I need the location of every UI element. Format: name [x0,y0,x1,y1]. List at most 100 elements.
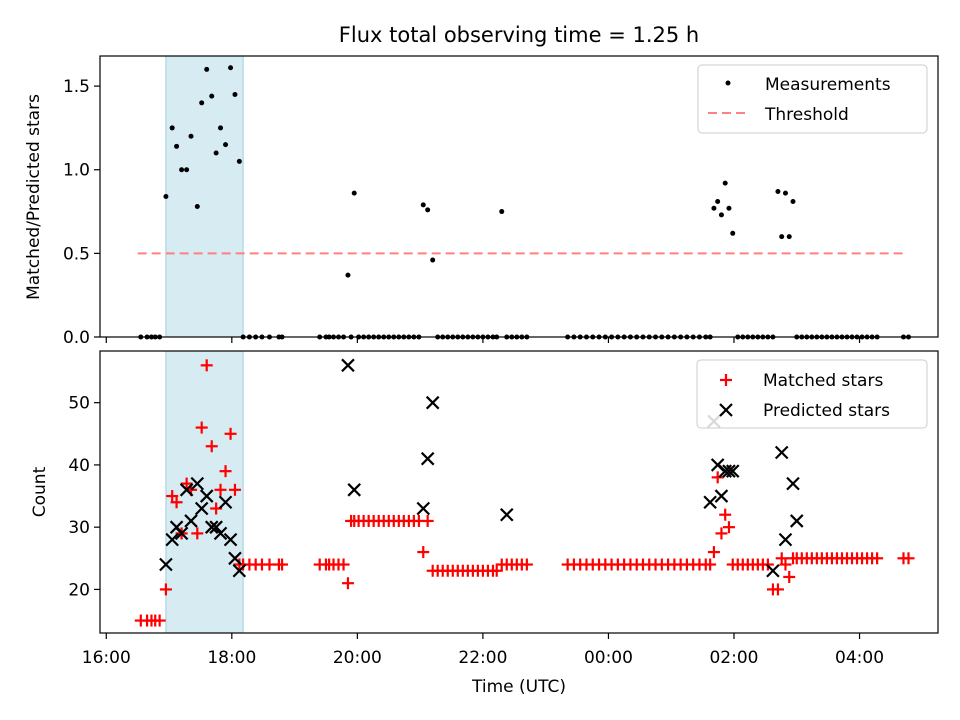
matched-star-point [719,508,732,521]
bottom-y-ticks: 20 30 40 50 [68,394,100,600]
matched-star-point [490,564,503,577]
bottom-legend: Matched stars Predicted stars [696,359,928,429]
measurement-point [715,199,721,205]
predicted-star-point [789,514,804,528]
measurement-point [209,93,215,99]
bottom-x-ticks: 16:00 18:00 20:00 22:00 00:00 02:00 04:00 [82,633,884,668]
predicted-star-point [714,489,729,503]
measurement-point [188,133,194,139]
predicted-star-point [184,514,198,528]
matched-star-point [771,583,784,596]
x-tick-label: 04:00 [835,648,884,668]
measurement-point [199,100,205,106]
predicted-star-point [190,476,205,491]
bottom-legend-box [696,359,928,429]
predicted-stars-points [159,358,804,578]
legend-measurements-marker [725,80,731,86]
bottom-axes-frame [99,350,939,634]
measurement-point [179,167,185,173]
x-tick-label: 18:00 [207,648,256,668]
measurement-point [718,212,724,218]
top-y-axis-label: Matched/Predicted stars [24,94,44,300]
matched-star-point [902,552,915,565]
measurement-point [499,209,505,215]
x-axis-label: Time (UTC) [471,677,566,697]
matched-star-point [779,558,792,571]
bottom-y-tick-label: 30 [68,518,90,538]
x-tick-label: 02:00 [709,648,758,668]
measurement-point [790,199,796,205]
predicted-star-point [341,358,355,373]
bottom-y-tick-label: 20 [68,580,90,600]
predicted-star-point [416,501,431,516]
top-y-tick-label: 0.0 [63,328,90,348]
legend-measurements-label: Measurements [765,75,891,95]
matched-star-point [707,546,720,559]
predicted-star-point [347,483,361,497]
measurement-point [204,66,210,72]
legend-predicted-marker [719,403,733,417]
matched-star-point [195,421,208,434]
matched-star-point [214,483,227,496]
top-legend-box [697,64,928,134]
measurement-point [345,272,351,278]
matched-star-point [180,477,193,490]
matched-star-point [200,359,213,372]
measurement-point [194,204,200,210]
matched-star-point [170,496,183,509]
measurement-point [430,257,436,263]
matched-star-point [224,427,237,440]
bottom-y-tick-label: 40 [68,456,90,476]
measurement-point [228,65,234,71]
matched-star-point [421,514,434,527]
matched-star-point [153,614,166,627]
measurement-point [782,190,788,196]
top-y-tick-label: 1.0 [63,161,90,181]
x-tick-label: 16:00 [82,648,131,668]
predicted-star-point [213,526,228,541]
measurement-point [218,125,224,131]
matched-star-point [775,552,788,565]
predicted-star-point [786,476,800,491]
predicted-star-point [174,526,189,541]
matched-star-point [520,558,533,571]
measurement-point [213,150,219,156]
legend-predicted-label: Predicted stars [763,401,890,421]
matched-star-point [871,552,884,565]
predicted-star-point [179,483,194,497]
matched-star-point [783,570,796,583]
matched-star-point [341,577,354,590]
predicted-star-point [223,532,238,547]
predicted-star-point [425,395,440,410]
matched-star-point [715,527,728,540]
measurement-point [184,167,190,173]
measurement-point [232,91,238,97]
predicted-star-point [766,563,780,578]
matched-star-point [219,465,232,478]
legend-matched-label: Matched stars [763,371,883,391]
predicted-star-point [165,532,179,547]
predicted-star-point [199,489,214,503]
measurement-point [174,143,180,149]
matched-star-point [228,483,241,496]
predicted-star-point [725,464,740,478]
matched-star-point [417,546,430,559]
top-y-tick-label: 0.5 [63,244,90,264]
bottom-y-axis-label: Count [30,466,50,517]
matched-star-point [166,490,179,503]
bottom-shaded-span [165,350,244,634]
top-panel: 0.0 0.5 1.0 1.5 Matched/Predicted stars Mea… [24,55,939,348]
measurement-point [726,205,732,211]
matched-star-point [711,471,724,484]
matched-stars-points [134,359,915,627]
top-legend: Measurements Threshold [697,64,928,134]
matched-star-point [159,583,172,596]
measurement-point [236,158,242,164]
measurement-point [351,190,357,196]
predicted-star-point [159,557,173,572]
predicted-star-point [703,495,717,510]
predicted-star-point [420,451,435,466]
predicted-star-point [209,520,223,534]
measurement-point [775,188,781,194]
